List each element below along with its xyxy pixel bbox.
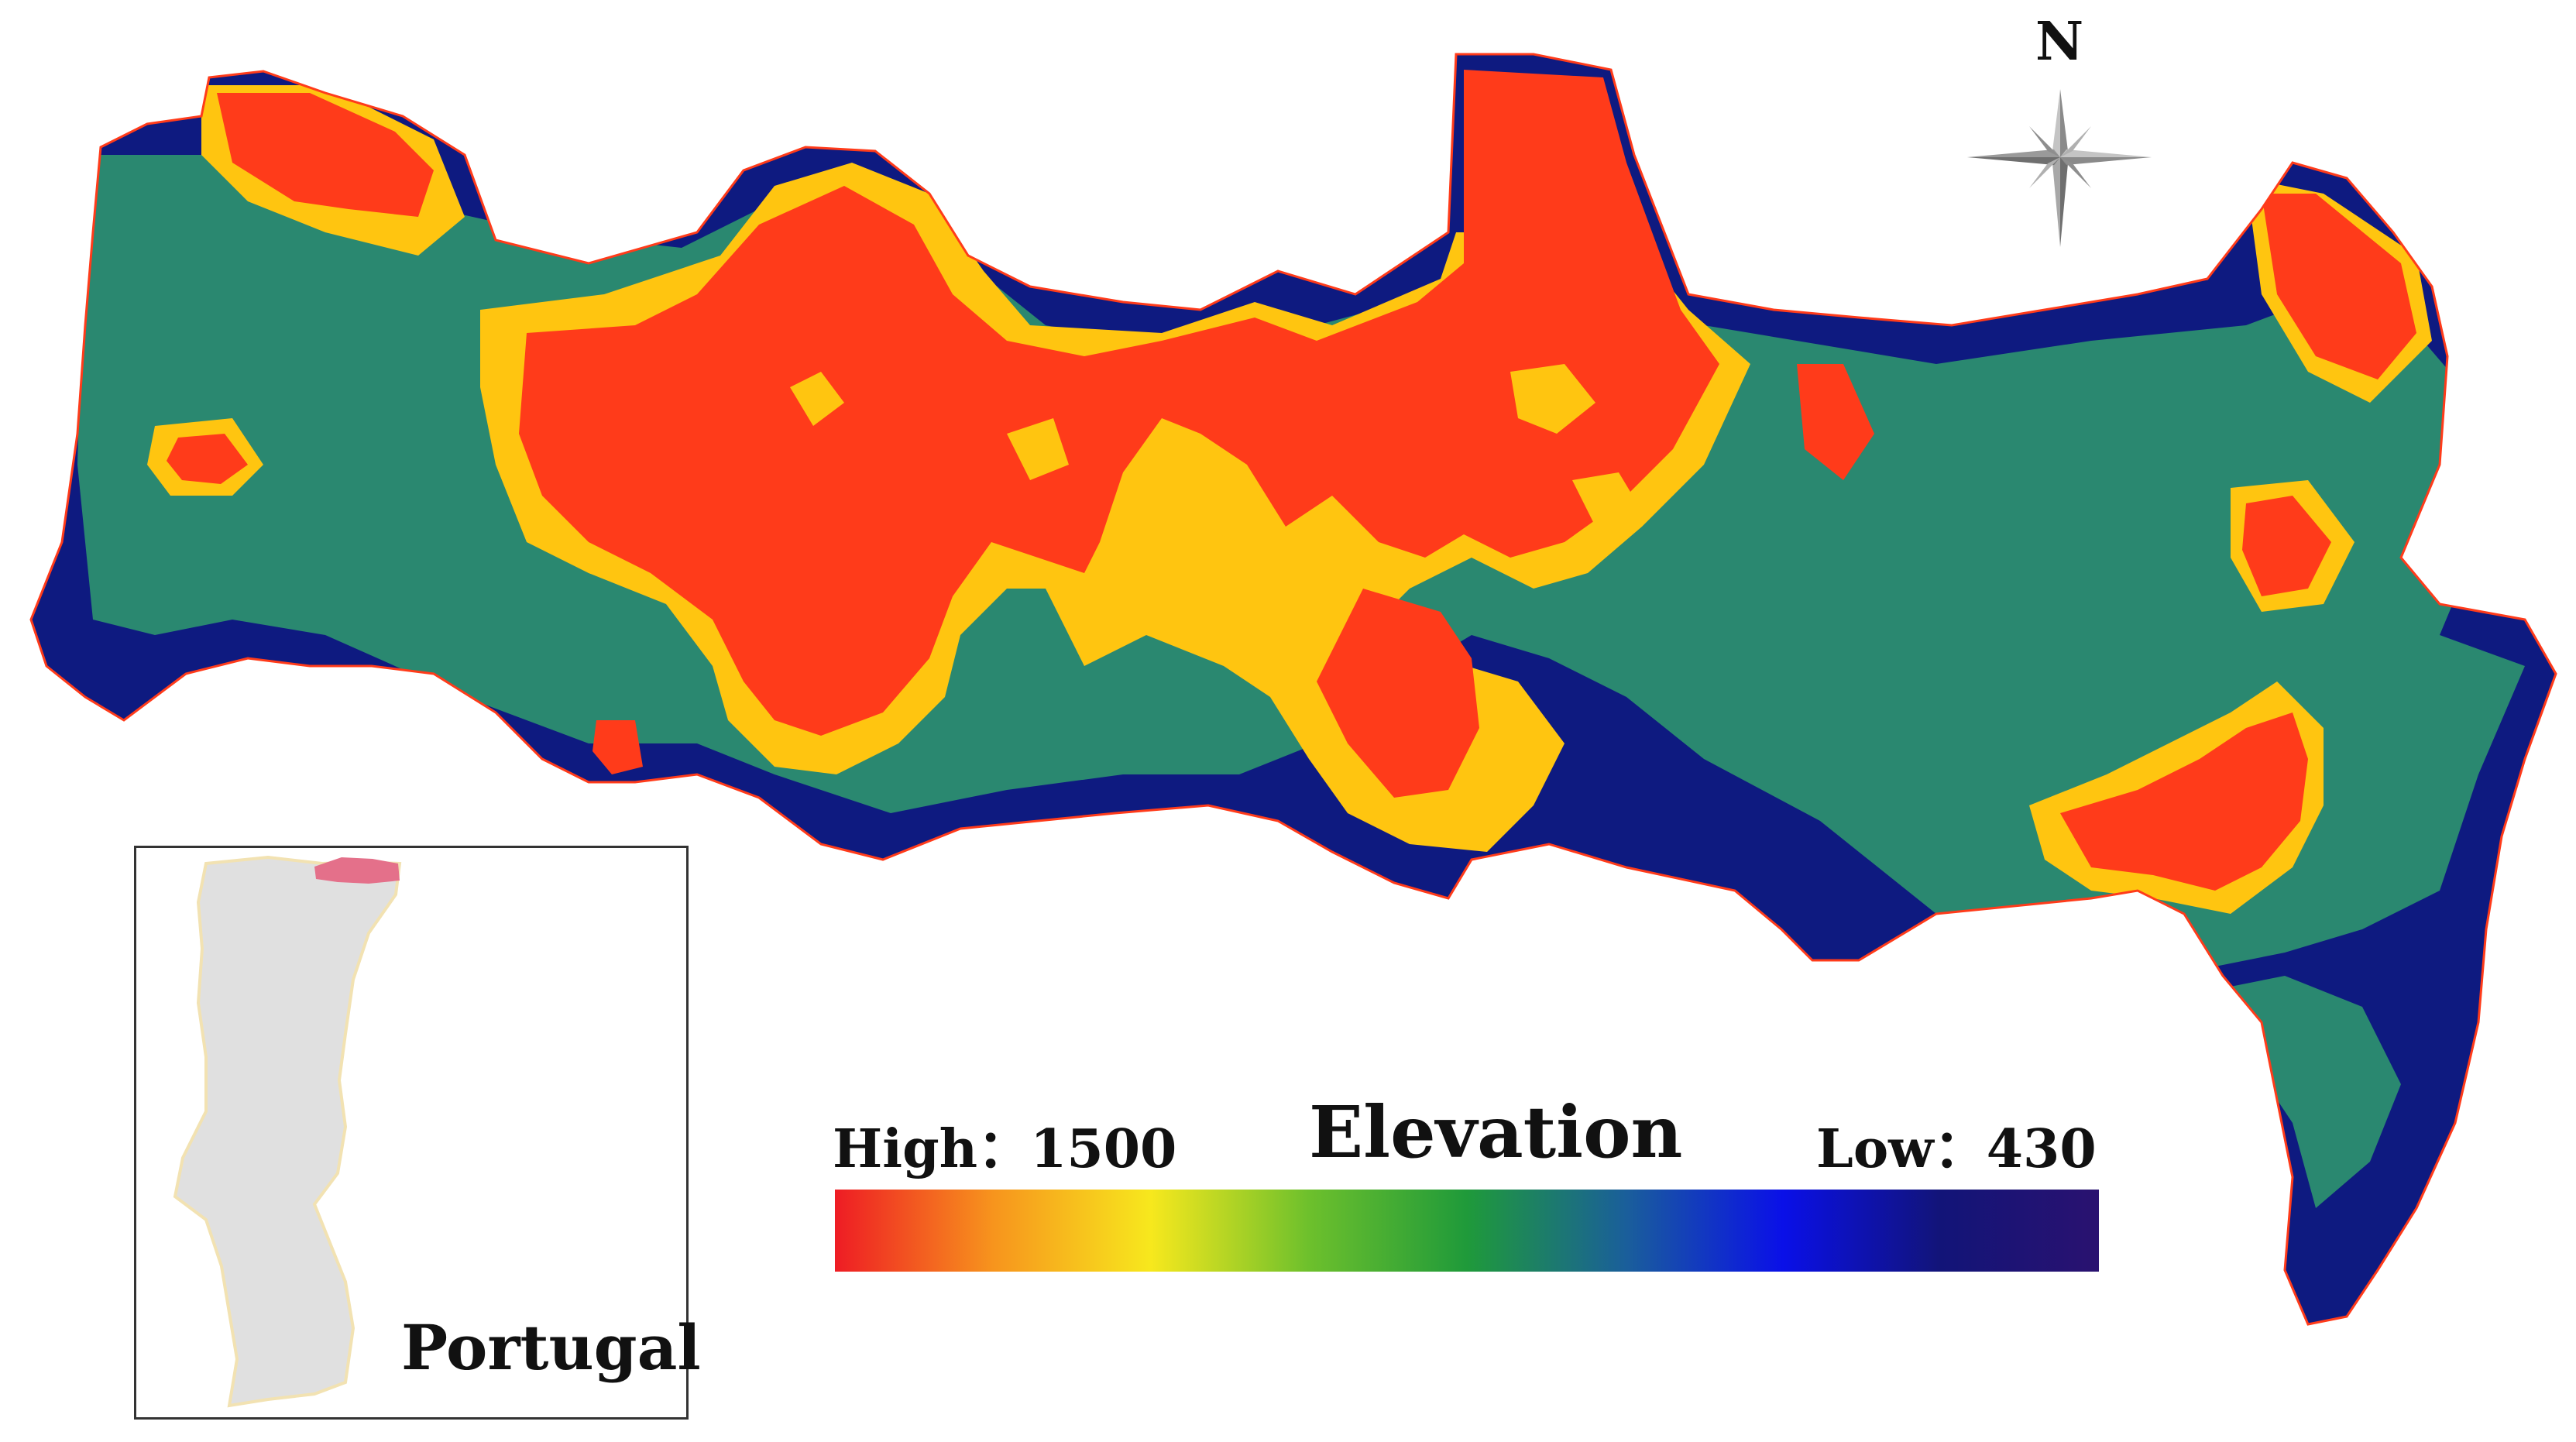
high-elevation-area xyxy=(167,70,2416,891)
country-label: Portugal xyxy=(401,1311,701,1384)
legend-low-label: Low：430 xyxy=(1816,1118,2097,1180)
upper-elevation-band xyxy=(790,364,1642,542)
region-outline xyxy=(29,53,2557,1326)
legend-title: Elevation xyxy=(1309,1090,1683,1174)
portugal-locator-map xyxy=(173,855,402,1408)
portugal-country-shape xyxy=(173,855,402,1408)
locator-inset: Portugal xyxy=(134,846,701,1420)
study-region-highlight xyxy=(314,857,400,884)
elevation-color-bar xyxy=(835,1190,2099,1272)
legend-high-label: High：1500 xyxy=(833,1118,1177,1180)
compass-rose-icon xyxy=(1967,89,2152,247)
north-label: N xyxy=(2035,11,2084,73)
